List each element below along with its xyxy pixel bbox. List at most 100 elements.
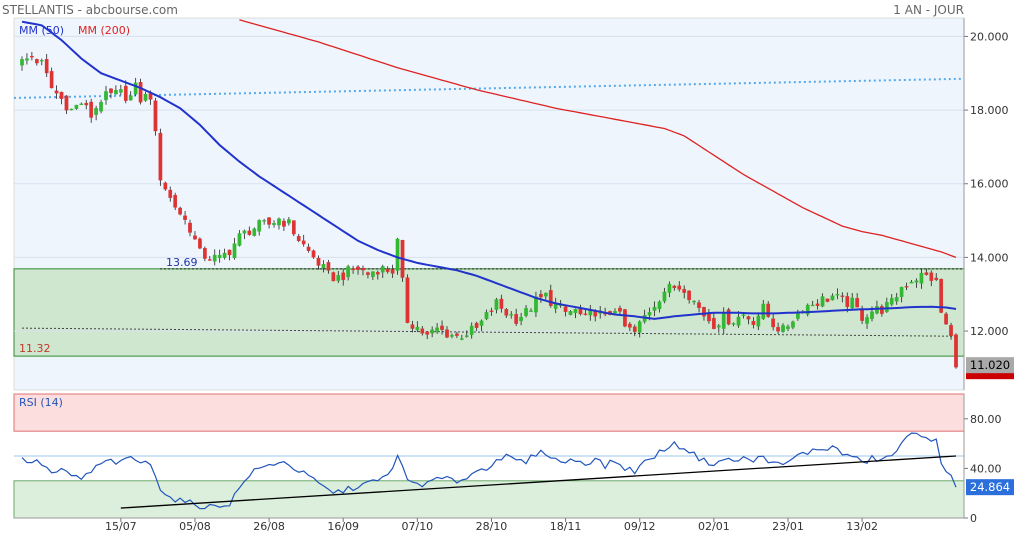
candle-body	[20, 59, 24, 66]
candle-body	[889, 298, 894, 305]
rsi-lines	[14, 432, 964, 510]
x-tick-label: 05/08	[179, 520, 211, 533]
y-tick-label: 12.000	[970, 325, 1009, 338]
last-price-badge: 11.020	[966, 357, 1014, 380]
candle-body	[410, 324, 415, 329]
candle-body	[247, 230, 252, 235]
candle-body	[613, 311, 617, 314]
x-tick-label: 15/07	[105, 520, 137, 533]
candle-body	[375, 272, 380, 275]
candle-body	[652, 306, 657, 311]
candle-body	[707, 312, 711, 322]
rsi-last-value: 24.864	[970, 480, 1010, 494]
candle-body	[662, 291, 667, 302]
candle-body	[929, 272, 934, 281]
candle-body	[820, 296, 825, 307]
x-tick-label: 16/09	[327, 520, 359, 533]
candle-body	[282, 220, 286, 227]
candle-body	[34, 59, 39, 64]
y-tick-label: 16.000	[970, 178, 1009, 191]
candle-body	[163, 182, 168, 190]
candle-body	[237, 233, 242, 246]
candle-body	[741, 314, 746, 316]
candle-body	[637, 321, 642, 333]
candle-body	[830, 295, 835, 301]
ma50-line	[21, 20, 957, 320]
rsi-line	[21, 432, 957, 510]
candle-body	[840, 295, 845, 297]
candle-body	[366, 272, 370, 275]
candle-body	[153, 100, 158, 132]
candle-body	[534, 296, 538, 313]
candle-body	[904, 286, 909, 288]
candle-body	[39, 60, 44, 62]
candle-body	[810, 304, 815, 307]
chart-title: STELLANTIS - abcbourse.com	[2, 3, 178, 17]
candle-body	[262, 220, 266, 222]
candle-body	[756, 315, 761, 327]
candle-body	[232, 243, 237, 259]
candle-body	[435, 327, 439, 332]
candle-body	[514, 314, 519, 324]
candle-body	[89, 101, 94, 118]
candle-body	[484, 312, 489, 320]
candle-body	[425, 331, 430, 335]
rsi-overbought-zone	[13, 393, 965, 432]
candle-body	[677, 285, 682, 290]
candle-body	[336, 275, 341, 281]
candle-body	[207, 259, 212, 261]
candle-body	[316, 257, 321, 266]
candle-body	[949, 325, 953, 336]
range-high-label: 13.69	[166, 256, 198, 269]
candle-body	[380, 266, 385, 273]
candle-body	[623, 309, 627, 327]
candle-body	[578, 308, 583, 315]
candle-body	[202, 248, 207, 259]
candle-body	[627, 323, 632, 328]
candle-body	[257, 220, 262, 232]
candle-body	[954, 334, 958, 368]
candle-body	[123, 85, 128, 101]
candle-body	[415, 326, 420, 331]
candle-body	[385, 268, 390, 272]
candle-body	[672, 285, 677, 289]
candle-body	[306, 246, 311, 251]
main-y-axis: 20.000 18.000 16.000 14.000 12.000	[963, 18, 1009, 390]
candle-body	[894, 297, 899, 302]
candle-body	[474, 322, 479, 328]
candle-body	[143, 93, 148, 101]
candle-body	[860, 309, 864, 321]
rsi-last-badge: 24.864	[966, 479, 1014, 496]
candle-body	[277, 218, 281, 226]
candle-body	[74, 104, 79, 109]
candle-body	[899, 287, 904, 298]
candle-body	[49, 71, 54, 89]
candle-body	[178, 207, 182, 215]
candle-body	[766, 303, 771, 317]
candle-body	[252, 228, 257, 236]
candle-body	[697, 302, 701, 308]
candle-body	[657, 301, 662, 310]
rsi-y-tick-label: 40.00	[970, 462, 1002, 475]
candle-body	[118, 89, 123, 93]
candle-body	[455, 333, 459, 336]
candle-body	[321, 264, 326, 268]
candle-body	[825, 298, 830, 302]
candle-body	[721, 312, 726, 329]
legend-ma200: MM (200)	[78, 24, 130, 37]
candle-body	[919, 272, 924, 284]
candle-body	[301, 240, 306, 245]
candle-body	[914, 280, 919, 283]
candle-body	[99, 101, 103, 112]
candle-body	[469, 325, 474, 335]
candle-body	[845, 296, 850, 307]
candle-body	[667, 283, 672, 293]
x-tick-label: 02/01	[698, 520, 730, 533]
candle-body	[716, 325, 721, 328]
candle-body	[193, 235, 197, 240]
candle-body	[539, 293, 543, 298]
candle-body	[79, 103, 84, 106]
x-tick-label: 28/10	[476, 520, 508, 533]
candlesticks	[20, 51, 958, 369]
